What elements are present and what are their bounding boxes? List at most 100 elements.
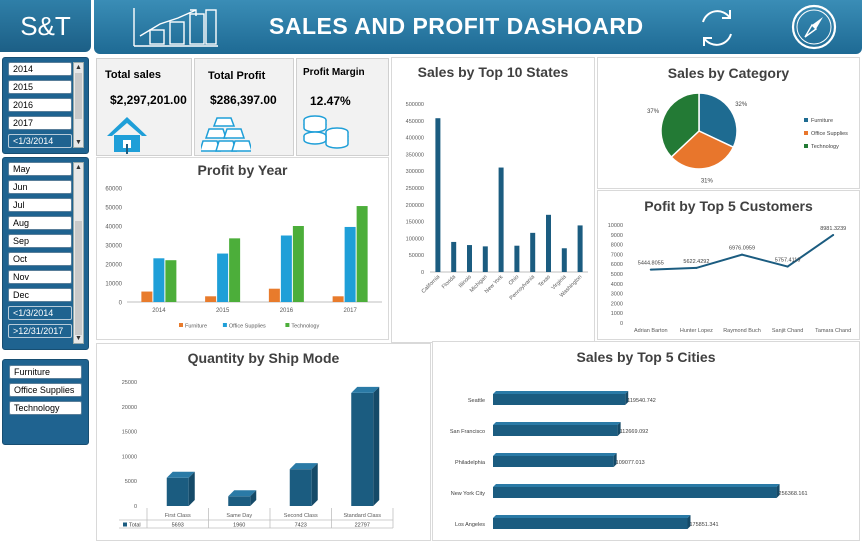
y-tick-label: San Francisco [450,429,485,435]
bar [546,214,551,272]
data-label: 37% [647,109,660,115]
bar [493,518,688,529]
y-tick-label: 3000 [611,292,623,298]
x-tick-label: 2015 [216,308,230,314]
scroll-up-icon[interactable]: ▲ [75,164,82,171]
bar [153,258,165,302]
bar-side [625,391,629,405]
y-tick-label: 40000 [105,225,122,231]
y-tick-label: 5000 [611,272,623,278]
bar [332,296,344,302]
refresh-icon[interactable] [694,6,740,50]
year-scrollbar[interactable]: ▲ ▼ [73,62,84,148]
bar-top [493,391,629,394]
data-label: 5693 [172,523,184,529]
y-tick-label: 350000 [406,152,424,158]
y-tick-label: New York City [451,491,485,497]
bar [577,225,583,272]
legend-swatch [123,522,127,527]
sales-by-category-chart: 32% 31% 37% Furniture Office Supplies Technol… [647,92,848,184]
year-item[interactable]: 2017 [8,116,72,130]
month-item[interactable]: Nov [8,270,72,284]
data-point [695,266,698,269]
chart-title: Sales by Top 5 Cities [576,349,716,365]
bar [344,226,356,302]
y-tick-label: 50000 [409,253,424,259]
x-tick-label: Same Day [226,513,252,519]
y-tick-label: 300000 [406,169,424,175]
scroll-up-icon[interactable]: ▲ [75,64,82,71]
month-item[interactable]: Jun [8,180,72,194]
x-tick-label: 2017 [343,308,357,314]
x-tick-label: Standard Class [343,513,381,519]
scroll-thumb[interactable] [75,221,82,335]
scroll-down-icon[interactable]: ▼ [75,139,82,146]
y-tick-label: 450000 [406,119,424,125]
year-item[interactable]: <1/3/2014 [8,134,72,148]
y-tick-label: 5000 [125,479,137,485]
data-label: 119540.742 [627,398,656,404]
y-tick-label: Los Angeles [455,522,485,528]
bar [514,245,520,272]
bar-side [188,471,195,506]
quantity-by-ship-panel: Quantity by Ship Mode 0 5000 10000 15000 200… [96,343,431,541]
bar [482,246,488,272]
month-item[interactable]: May [8,162,72,176]
y-tick-label: 20000 [122,405,137,411]
compass-icon[interactable] [790,3,838,51]
legend-label: Technology [811,144,839,150]
year-item[interactable]: 2016 [8,98,72,112]
x-tick-label: Tamara Chand [815,328,851,334]
scroll-thumb[interactable] [75,73,82,119]
kpi-label: Total Profit [208,70,266,82]
chart-title: Sales by Top 10 States [417,64,569,80]
month-item[interactable]: Aug [8,216,72,230]
year-item[interactable]: 2015 [8,80,72,94]
category-item[interactable]: Furniture [9,365,82,379]
month-scrollbar[interactable]: ▲ ▼ [73,162,84,344]
bar [561,248,567,272]
month-slicer: May Jun Jul Aug Sep Oct Nov Dec <1/3/201… [2,157,89,350]
bar-top [289,463,318,470]
y-tick-label: 200000 [406,203,424,209]
month-item[interactable]: <1/3/2014 [8,306,72,320]
bar-top [166,471,195,478]
legend-swatch [285,323,290,327]
legend-swatch [804,118,808,122]
year-slicer: 2014 2015 2016 2017 <1/3/2014 ▲ ▼ [2,57,89,154]
header-bar: SALES AND PROFIT DASHOARD [94,0,862,54]
bar [280,235,292,302]
bar [351,392,374,506]
month-item[interactable]: >12/31/2017 [8,324,72,338]
scroll-down-icon[interactable]: ▼ [75,335,82,342]
bar [165,260,177,302]
sales-by-cities-panel: Sales by Top 5 Cities Seattle 119540.742 S… [432,341,860,541]
bar [435,118,441,272]
bar-side [311,463,318,506]
y-tick-label: 250000 [406,186,424,192]
month-item[interactable]: Sep [8,234,72,248]
bar [229,238,241,302]
table-row-label: Total [129,523,141,529]
bar [205,296,217,302]
y-tick-label: Seattle [468,398,485,404]
sales-by-states-panel: Sales by Top 10 States 0 50000 100000 15000… [391,57,595,343]
x-tick-label: Second Class [284,513,318,519]
x-tick-label: Hunter Lopez [680,328,713,334]
category-item[interactable]: Technology [9,401,82,415]
bar-chart-icon [133,8,218,47]
legend-label: Office Supplies [811,131,848,137]
month-item[interactable]: Dec [8,288,72,302]
year-item[interactable]: 2014 [8,62,72,76]
month-item[interactable]: Jul [8,198,72,212]
y-tick-label: 15000 [122,430,137,436]
category-item[interactable]: Office Supplies [9,383,82,397]
month-item[interactable]: Oct [8,252,72,266]
legend-swatch [222,323,227,327]
data-label: 112669.092 [620,429,649,435]
kpi-total-sales: Total sales $2,297,201.00 [96,58,192,156]
y-tick-label: 10000 [608,223,623,229]
bar-top [493,422,621,425]
y-tick-label: 25000 [122,380,137,386]
data-label: 5444.8055 [638,261,664,267]
